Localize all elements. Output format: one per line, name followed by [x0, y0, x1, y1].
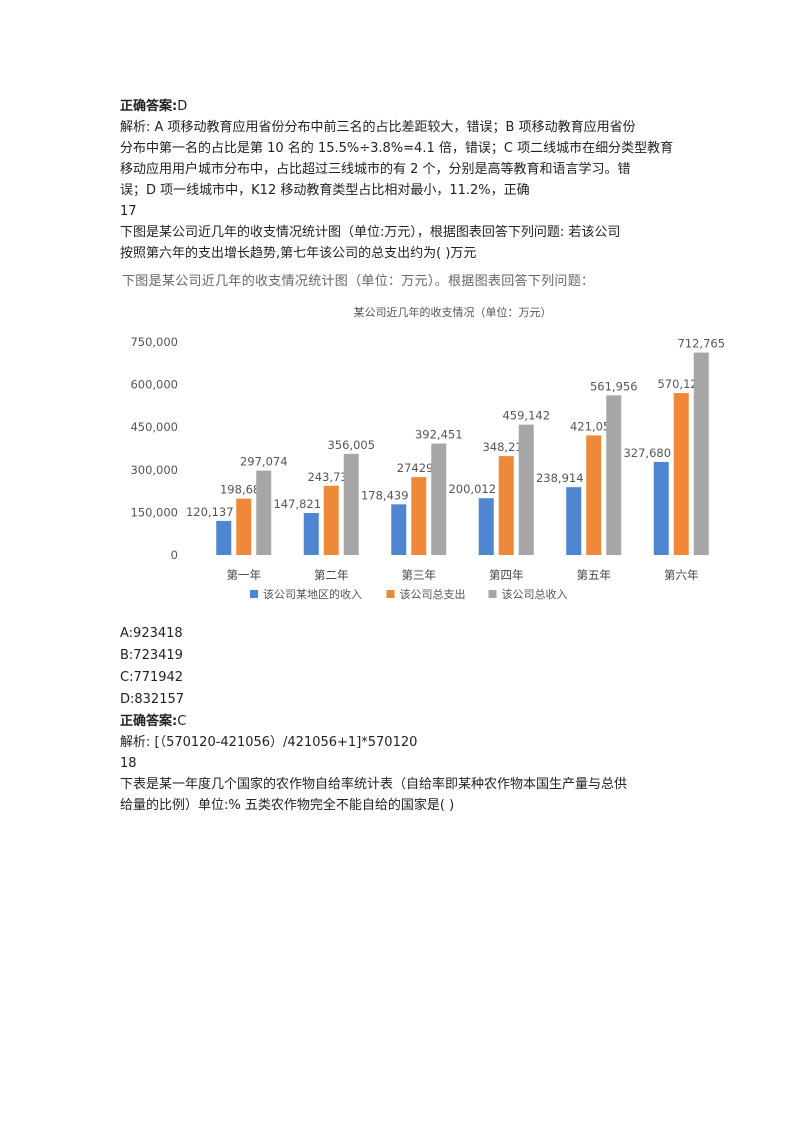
bar [256, 470, 272, 555]
y-tick-label: 450,000 [130, 420, 178, 434]
q17-question-line: 按照第六年的支出增长趋势,第七年该公司的总支出约为( )万元 [120, 246, 477, 261]
bar [673, 393, 689, 555]
y-tick-label: 750,000 [130, 335, 178, 349]
bar [411, 477, 427, 555]
data-label: 198,682 [220, 483, 268, 497]
bar [518, 424, 534, 555]
y-tick-label: 0 [171, 548, 178, 562]
bar [693, 352, 709, 555]
option-a: A:923418 [120, 626, 183, 641]
option-b: B:723419 [120, 648, 183, 663]
q16-analysis-line: 分布中第一名的占比是第 10 名的 15.5%÷3.8%=4.1 倍，错误；C … [120, 141, 674, 156]
q17-question-line: 下图是某公司近几年的收支情况统计图（单位:万元），根据图表回答下列问题: 若该公… [120, 225, 621, 240]
data-label: 348,216 [482, 440, 530, 454]
y-tick-label: 600,000 [130, 378, 178, 392]
x-tick-label: 第二年 [314, 568, 349, 582]
q18-question-line: 给量的比例）单位:% 五类农作物完全不能自给的国家是( ) [120, 798, 455, 813]
data-label: 392,451 [415, 428, 463, 442]
bar [431, 443, 447, 555]
chart-title: 某公司近几年的收支情况（单位：万元） [354, 305, 552, 319]
data-label: 200,012 [448, 482, 496, 496]
data-label: 327,680 [623, 446, 671, 460]
bar [216, 520, 232, 555]
legend-swatch [488, 590, 497, 598]
bar [303, 513, 319, 555]
q18-number: 18 [120, 756, 137, 771]
legend-label: 该公司某地区的收入 [263, 587, 362, 601]
answer-label: 正确答案: [120, 99, 178, 114]
legend-label: 该公司总收入 [502, 587, 568, 601]
data-label: 561,956 [590, 379, 638, 393]
bar [343, 453, 359, 555]
x-tick-label: 第一年 [227, 568, 262, 582]
x-tick-label: 第五年 [577, 568, 612, 582]
option-c: C:771942 [120, 670, 184, 685]
chart-image-heading: 下图是某公司近几年的收支情况统计图（单位：万元）。根据图表回答下列问题： [122, 274, 595, 289]
q16-analysis-line: 移动应用用户城市分布中，占比超过三线城市的有 2 个，分别是高等教育和语言学习。… [120, 162, 631, 177]
bar [498, 456, 514, 555]
y-tick-label: 150,000 [130, 505, 178, 519]
bar [566, 487, 582, 555]
y-tick-label: 300,000 [130, 463, 178, 477]
x-tick-label: 第四年 [489, 568, 524, 582]
data-label: 178,439 [361, 488, 409, 502]
bar [606, 395, 622, 555]
data-label: 297,074 [240, 455, 288, 469]
data-label: 147,821 [273, 497, 321, 511]
data-label: 570,120 [657, 377, 705, 391]
x-tick-label: 第六年 [664, 568, 699, 582]
q16-analysis-line: 误；D 项一线城市中，K12 移动教育类型占比相对最小，11.2%，正确 [120, 183, 530, 198]
data-label: 238,914 [536, 471, 584, 485]
legend-swatch [250, 590, 258, 598]
bar [236, 498, 252, 555]
data-label: 274290 [397, 461, 441, 475]
bar [653, 461, 669, 555]
data-label: 243,738 [307, 470, 355, 484]
bar [391, 504, 407, 555]
data-label: 712,765 [677, 337, 725, 351]
document-page: 正确答案:D 解析: A 项移动教育应用省份分布中前三名的占比差距较大，错误；B… [120, 96, 725, 816]
answer-label: 正确答案: [120, 714, 178, 729]
q17-analysis: 解析: [（570120-421056）/421056+1]*570120 [120, 735, 418, 750]
bar [478, 498, 494, 555]
answer-value: C [177, 714, 187, 729]
q17-number: 17 [120, 204, 137, 219]
chart-image: 下图是某公司近几年的收支情况统计图（单位：万元）。根据图表回答下列问题： 某公司… [120, 270, 730, 615]
q16-answer: 正确答案:D [120, 96, 685, 117]
q16-analysis-line: 解析: A 项移动教育应用省份分布中前三名的占比差距较大，错误；B 项移动教育应… [120, 120, 636, 135]
legend-swatch [386, 590, 395, 598]
data-label: 459,142 [502, 409, 550, 423]
data-label: 421,056 [570, 419, 618, 433]
option-d: D:832157 [120, 692, 185, 707]
bar [586, 435, 602, 555]
x-tick-label: 第三年 [402, 568, 437, 582]
legend-label: 该公司总支出 [400, 587, 466, 601]
bar-chart: 某公司近几年的收支情况（单位：万元） 0 150,000 300,000 450,000… [130, 305, 725, 601]
answer-value: D [177, 99, 188, 114]
data-label: 120,137 [186, 505, 234, 519]
bar [323, 485, 339, 555]
q17-answer: 正确答案:C [120, 711, 685, 732]
data-label: 356,005 [327, 438, 375, 452]
q18-question-line: 下表是某一年度几个国家的农作物自给率统计表（自给率即某种农作物本国生产量与总供 [120, 777, 628, 792]
